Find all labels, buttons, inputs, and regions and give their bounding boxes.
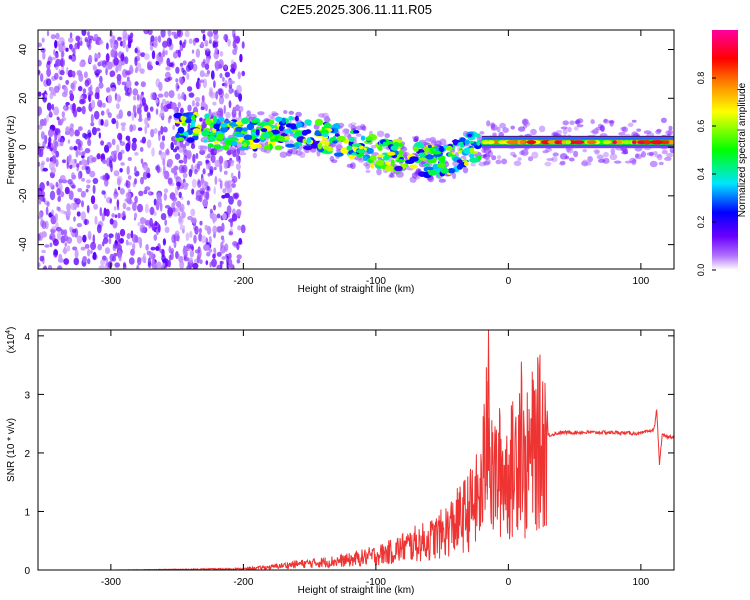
snr-x-label: Height of straight line (km) <box>298 585 415 596</box>
x-tick-label: 100 <box>633 276 650 287</box>
y-tick-label: -20 <box>18 188 29 203</box>
colorbar-tick-label: 0.6 <box>696 120 706 133</box>
x-tick-label: -100 <box>366 577 386 588</box>
y-tick-label: 4 <box>24 332 30 343</box>
x-tick-label: 0 <box>506 577 512 588</box>
spectrogram-plot-area <box>38 30 674 269</box>
x-tick-label: -300 <box>101 577 121 588</box>
colorbar: 0.0 0.2 0.4 0.6 0.8 Normalized spectral ampl… <box>696 30 748 276</box>
x-tick-label: 100 <box>633 577 650 588</box>
y-tick-label: 40 <box>18 44 29 56</box>
y-tick-label: 0 <box>18 144 29 150</box>
colorbar-tick-label: 0.2 <box>696 216 706 229</box>
colorbar-tick-label: 0.4 <box>696 168 706 181</box>
colorbar-tick-label: 0.0 <box>696 264 706 277</box>
snr-spike <box>486 330 491 500</box>
x-tick-label: -100 <box>366 276 386 287</box>
y-tick-label: 2 <box>24 449 30 460</box>
colorbar-ticks: 0.0 0.2 0.4 0.6 0.8 <box>696 72 716 277</box>
colorbar-label: Normalized spectral amplitude <box>737 82 748 217</box>
x-tick-label: -200 <box>233 577 253 588</box>
snr-y-ticks: 0 1 2 3 4 <box>24 332 674 577</box>
snr-frame <box>37 329 675 571</box>
spectrogram-frame <box>37 29 675 270</box>
y-tick-label: 20 <box>18 92 29 104</box>
y-tick-label: 1 <box>24 507 30 518</box>
snr-x-ticks: -300 -200 -100 0 100 <box>101 330 650 588</box>
spectrogram-y-ticks: -40 -20 0 20 40 <box>18 44 674 252</box>
y-tick-label: -40 <box>18 237 29 252</box>
y-tick-label: 0 <box>24 566 30 577</box>
spectrogram-x-ticks: -300 -200 -100 0 100 <box>101 30 650 287</box>
spectrogram-x-label: Height of straight line (km) <box>298 284 415 295</box>
spectrogram-y-label: Frequency (Hz) <box>6 116 17 185</box>
figure-title: C2E5.2025.306.11.11.R05 <box>280 2 432 17</box>
colorbar-gradient <box>712 30 738 270</box>
snr-y-label: SNR (10 * v/v) <box>6 418 17 482</box>
y-tick-label: 3 <box>24 390 30 401</box>
x-tick-label: 0 <box>506 276 512 287</box>
snr-panel: -300 -200 -100 0 100 0 1 2 3 4 Height of straigh… <box>5 327 675 596</box>
snr-series-line <box>38 354 674 570</box>
colorbar-tick-label: 0.8 <box>696 72 706 85</box>
x-tick-label: -300 <box>101 276 121 287</box>
x-tick-label: -200 <box>233 276 253 287</box>
snr-scale-note: (x104) <box>5 327 17 354</box>
